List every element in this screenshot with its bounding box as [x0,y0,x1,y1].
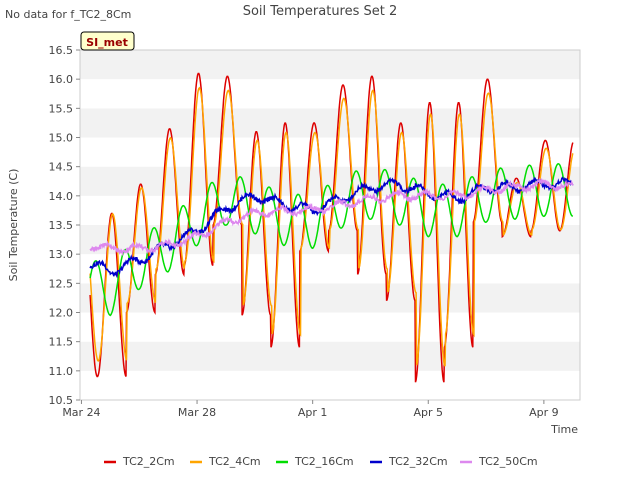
y-tick-label: 14.5 [49,161,74,174]
y-tick-label: 15.5 [49,102,74,115]
x-tick-label: Apr 9 [529,406,559,419]
series-line-tc2-16cm [89,163,574,317]
y-tick-label: 11.0 [49,365,74,378]
grid-band [80,50,580,80]
y-axis-label: Soil Temperature (C) [7,169,20,282]
legend-label: TC2_4Cm [208,455,261,468]
grid-band [80,137,580,167]
y-tick-label: 11.5 [49,336,74,349]
grid-band [80,79,580,109]
y-tick-label: 13.5 [49,219,74,232]
si-met-badge: SI_met [80,31,135,51]
y-tick-label: 12.0 [49,307,74,320]
legend: TC2_2Cm TC2_4Cm TC2_16Cm TC2_32Cm TC2_50Cm [104,455,538,468]
y-tick-label: 14.0 [49,190,74,203]
grid-band [80,312,580,342]
legend-label: TC2_32Cm [388,455,448,468]
y-tick-label: 13.0 [49,248,74,261]
legend-label: TC2_16Cm [294,455,354,468]
legend-label: TC2_50Cm [478,455,538,468]
grid-band [80,341,580,371]
grid-band [80,370,580,400]
no-data-note: No data for f_TC2_8Cm [5,8,131,21]
x-tick-label: Mar 24 [62,406,100,419]
grid-band [80,108,580,138]
chart-title: Soil Temperatures Set 2 [243,4,398,19]
badge-label: SI_met [86,36,128,49]
x-tick-label: Mar 28 [178,406,216,419]
legend-label: TC2_2Cm [122,455,175,468]
y-tick-label: 16.5 [49,44,74,57]
series-line-tc2-50cm [89,177,574,257]
plot-area: 10.5 11.0 11.5 12.0 12.5 13.0 13.5 14.0 14.5 15.0… [49,44,581,419]
series-line-tc2-4cm [89,86,574,367]
y-tick-label: 16.0 [49,73,74,86]
x-tick-label: Apr 5 [414,406,444,419]
y-tick-label: 12.5 [49,277,74,290]
x-tick-label: Apr 1 [298,406,328,419]
y-tick-label: 15.0 [49,132,74,145]
x-axis-label: Time [550,423,578,436]
y-tick-label: 10.5 [49,394,74,407]
grid-band [80,283,580,313]
